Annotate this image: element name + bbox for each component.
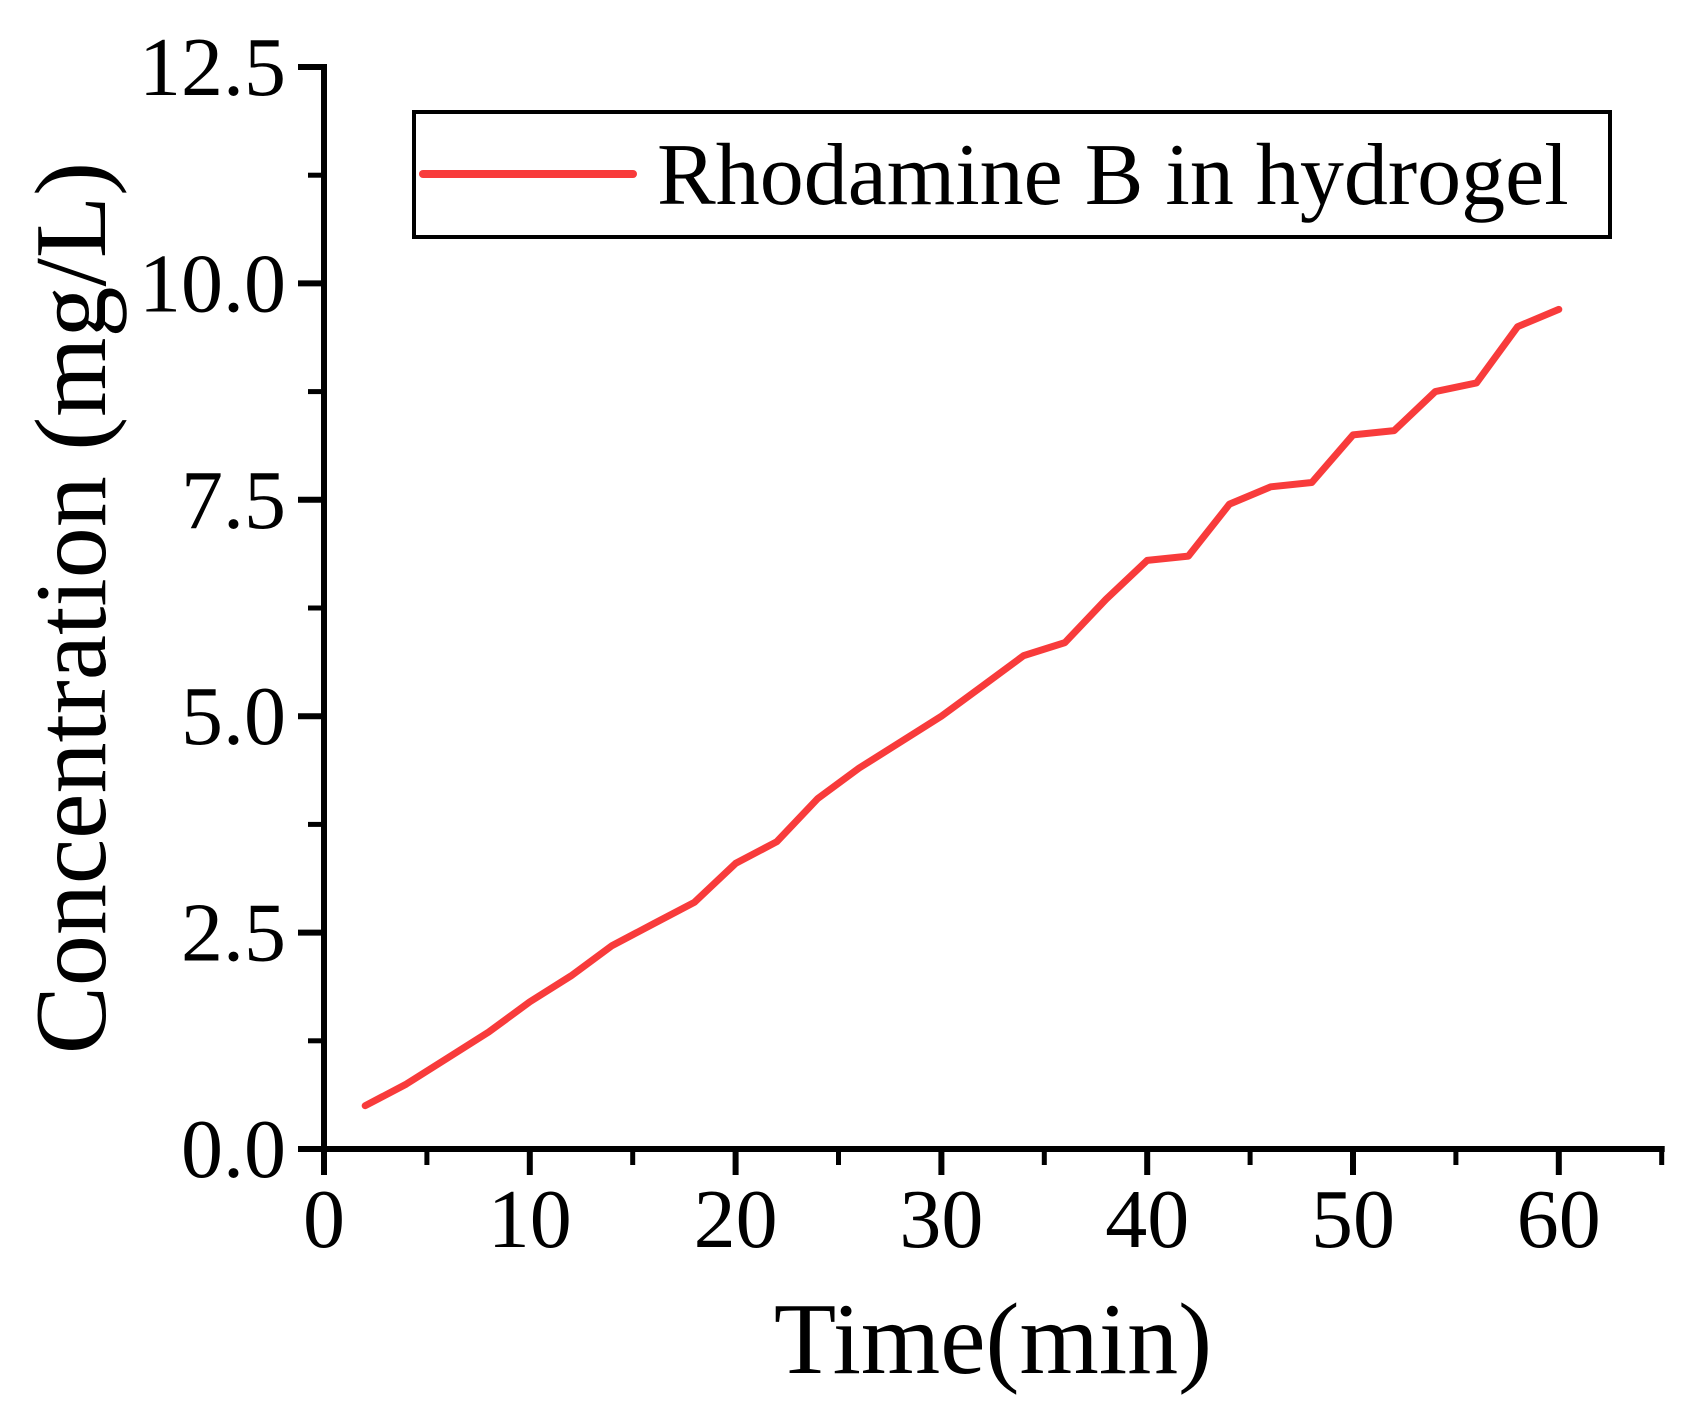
x-tick-label: 0 bbox=[303, 1173, 345, 1266]
x-tick-label: 40 bbox=[1105, 1173, 1189, 1266]
y-tick-label: 0.0 bbox=[181, 1103, 286, 1196]
x-tick-label: 20 bbox=[694, 1173, 778, 1266]
x-tick-label: 60 bbox=[1517, 1173, 1601, 1266]
y-axis-title: Concentration (mg/L) bbox=[15, 162, 128, 1054]
y-tick-label: 7.5 bbox=[181, 454, 286, 547]
y-tick-label: 10.0 bbox=[139, 237, 286, 330]
x-axis-title: Time(min) bbox=[774, 1283, 1212, 1396]
data-line-rhodamine bbox=[361, 305, 1563, 1110]
y-tick-label: 2.5 bbox=[181, 887, 286, 980]
x-tick-label: 10 bbox=[488, 1173, 572, 1266]
legend-label: Rhodamine B in hydrogel bbox=[657, 127, 1569, 224]
legend: Rhodamine B in hydrogel bbox=[412, 110, 1612, 239]
y-tick-label: 5.0 bbox=[181, 670, 286, 763]
x-tick-label: 50 bbox=[1311, 1173, 1395, 1266]
x-tick-label: 30 bbox=[899, 1173, 983, 1266]
y-tick-label: 12.5 bbox=[139, 21, 286, 114]
axes: 0 10 20 30 40 50 60 0.0 2.5 5.0 7.5 10.0 12.5 bbox=[139, 21, 1665, 1266]
